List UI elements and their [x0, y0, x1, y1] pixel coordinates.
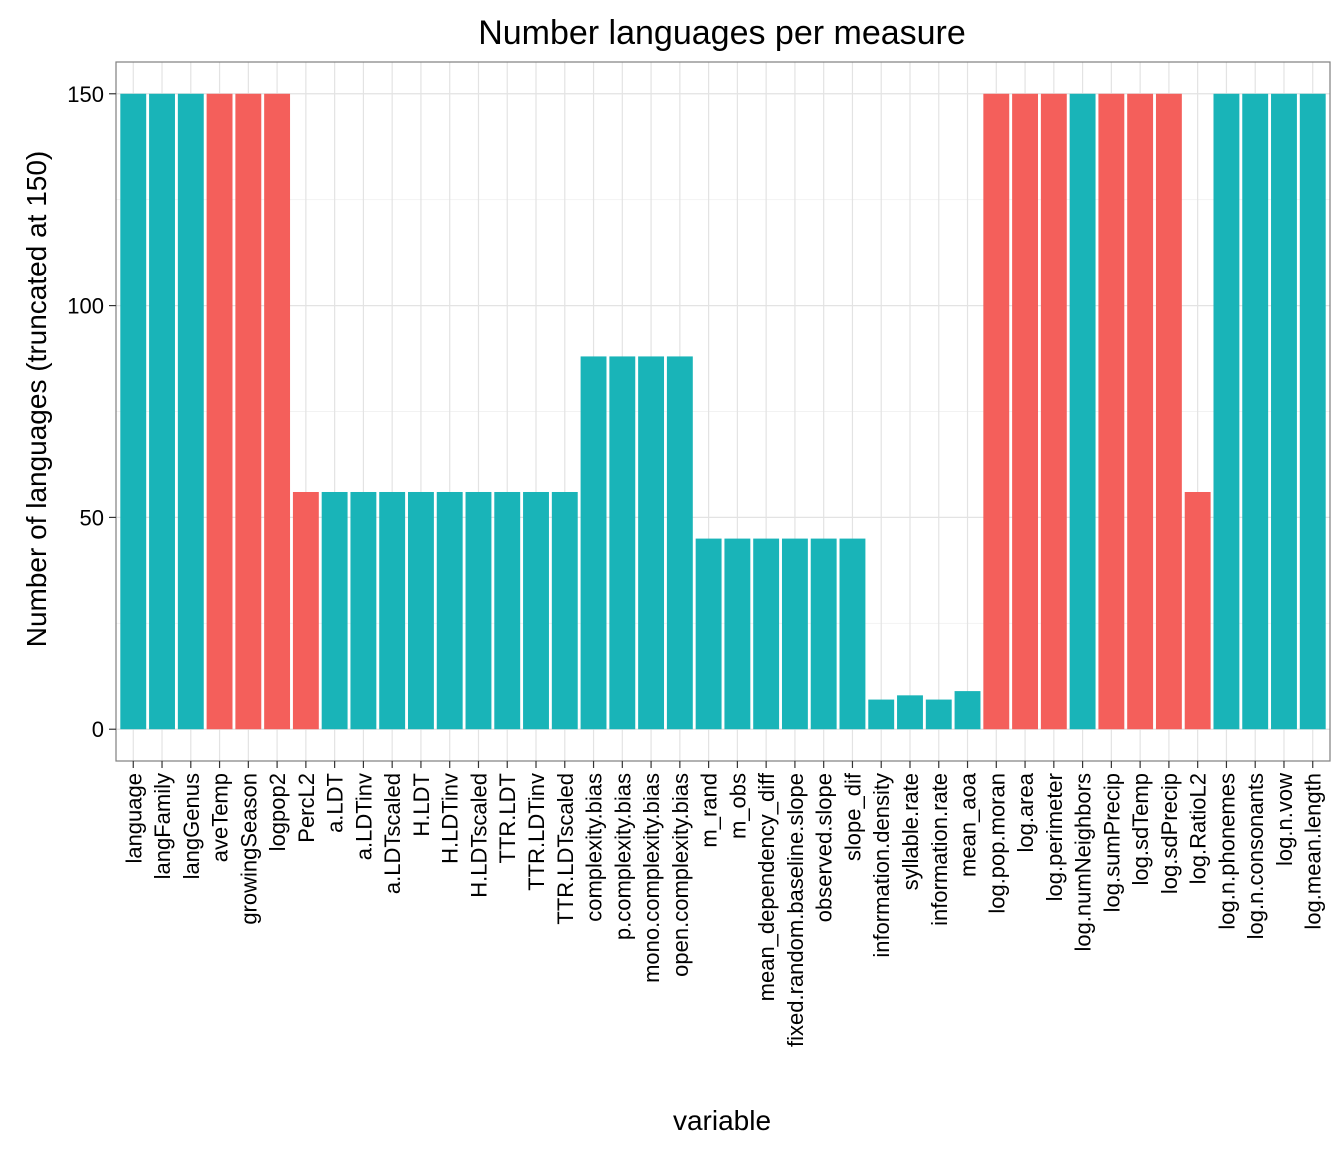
bar-information.density: [868, 699, 895, 730]
bar-langFamily: [149, 93, 175, 730]
bar-PercL2: [292, 491, 319, 730]
x-tick-label: log.RatioL2: [1186, 773, 1211, 884]
bar-slope_dif: [839, 538, 866, 730]
x-tick-label: mean_aoa: [956, 772, 981, 877]
x-tick-label: a.LDT: [323, 773, 348, 833]
bar-logpop2: [264, 93, 291, 730]
bar-log.area: [1012, 93, 1039, 730]
bar-log.n.consonants: [1242, 93, 1269, 730]
x-tick-label: log.sdTemp: [1128, 773, 1153, 886]
bar-open.complexity.bias: [666, 356, 693, 730]
chart-title: Number languages per measure: [478, 14, 966, 52]
bar-log.numNeighbors: [1069, 93, 1096, 730]
bar-complexity.bias: [580, 356, 607, 730]
bar-mean_dependency_diff: [753, 538, 780, 730]
x-tick-label: slope_dif: [840, 772, 865, 861]
x-tick-label: TTR.LDTscaled: [553, 773, 578, 925]
bar-log.perimeter: [1040, 93, 1067, 730]
bar-log.pop.moran: [983, 93, 1010, 730]
bar-a.LDTinv: [350, 491, 377, 730]
plot-panel-border: [115, 61, 1331, 762]
y-tick-label: 100: [67, 294, 104, 319]
x-tick-label: log.perimeter: [1042, 773, 1067, 901]
bar-mean_aoa: [954, 691, 981, 730]
y-tick-label: 50: [80, 505, 104, 530]
x-tick-label: PercL2: [294, 773, 319, 843]
x-tick-label: TTR.LDTinv: [524, 773, 549, 891]
x-tick-label: log.n.consonants: [1243, 773, 1268, 939]
x-tick-label: log.area: [1013, 772, 1038, 852]
x-tick-label: H.LDTscaled: [466, 773, 491, 898]
x-tick-label: langGenus: [179, 773, 204, 879]
x-tick-label: a.LDTinv: [351, 773, 376, 860]
bar-language: [120, 93, 147, 730]
x-tick-label: log.mean.length: [1301, 773, 1326, 930]
x-tick-label: log.numNeighbors: [1071, 773, 1096, 952]
x-tick-label: H.LDTinv: [438, 773, 463, 864]
bar-H.LDT: [407, 491, 434, 730]
y-axis-ticks: 0 50 100 150: [67, 82, 116, 742]
bar-fixed.random.baseline.slope: [781, 538, 808, 730]
x-tick-label: H.LDT: [409, 773, 434, 837]
x-tick-label: log.n.vow: [1272, 773, 1297, 866]
bar-log.sdTemp: [1127, 93, 1154, 730]
bar-TTR.LDT: [494, 491, 521, 730]
x-tick-label: syllable.rate: [898, 773, 923, 890]
x-tick-label: mono.complexity.bias: [639, 773, 664, 983]
bar-syllable.rate: [897, 695, 923, 730]
bar-a.LDT: [321, 491, 348, 730]
x-tick-label: m_rand: [697, 773, 722, 848]
bar-log.sumPrecip: [1098, 93, 1125, 730]
y-tick-label: 0: [92, 717, 104, 742]
x-axis-label: variable: [673, 1105, 771, 1136]
x-axis-ticks: language langFamily langGenus aveTemp growin…: [121, 761, 1326, 1047]
x-tick-label: log.sdPrecip: [1157, 773, 1182, 894]
bar-mono.complexity.bias: [638, 356, 665, 730]
x-tick-label: information.rate: [927, 773, 952, 926]
bar-langGenus: [177, 93, 204, 730]
bars: [120, 93, 1326, 730]
bar-log.RatioL2: [1184, 491, 1211, 730]
bar-observed.slope: [810, 538, 837, 730]
x-tick-label: open.complexity.bias: [668, 773, 693, 977]
bar-TTR.LDTscaled: [551, 491, 578, 730]
bar-aveTemp: [206, 93, 233, 730]
x-tick-label: information.density: [869, 773, 894, 958]
bar-information.rate: [925, 699, 952, 730]
y-tick-label: 150: [67, 82, 104, 107]
x-tick-label: langFamily: [150, 773, 175, 879]
x-tick-label: complexity.bias: [582, 773, 607, 922]
bar-H.LDTscaled: [465, 491, 492, 730]
x-tick-label: p.complexity.bias: [610, 773, 635, 940]
bar-log.n.phonemes: [1213, 93, 1240, 730]
x-tick-label: m_obs: [725, 773, 750, 839]
x-tick-label: observed.slope: [812, 773, 837, 922]
bar-log.sdPrecip: [1155, 93, 1182, 730]
x-tick-label: a.LDTscaled: [380, 773, 405, 894]
bar-m_rand: [695, 538, 722, 730]
x-tick-label: language: [121, 773, 146, 864]
bar-a.LDTscaled: [379, 491, 406, 730]
x-tick-label: mean_dependency_diff: [754, 772, 779, 1001]
x-tick-label: log.pop.moran: [984, 773, 1009, 914]
bar-TTR.LDTinv: [523, 491, 549, 730]
bar-H.LDTinv: [436, 491, 463, 730]
y-axis-label: Number of languages (truncated at 150): [21, 151, 52, 648]
bar-m_obs: [724, 538, 751, 730]
x-tick-label: aveTemp: [208, 773, 233, 862]
x-tick-label: fixed.random.baseline.slope: [783, 773, 808, 1047]
x-tick-label: logpop2: [265, 773, 290, 851]
x-tick-label: growingSeason: [236, 773, 261, 925]
x-tick-label: log.sumPrecip: [1099, 773, 1124, 912]
bar-log.n.vow: [1271, 93, 1297, 730]
bar-log.mean.length: [1299, 93, 1326, 730]
bar-p.complexity.bias: [609, 356, 636, 730]
bar-growingSeason: [235, 93, 262, 730]
x-tick-label: log.n.phonemes: [1214, 773, 1239, 930]
x-tick-label: TTR.LDT: [495, 773, 520, 863]
